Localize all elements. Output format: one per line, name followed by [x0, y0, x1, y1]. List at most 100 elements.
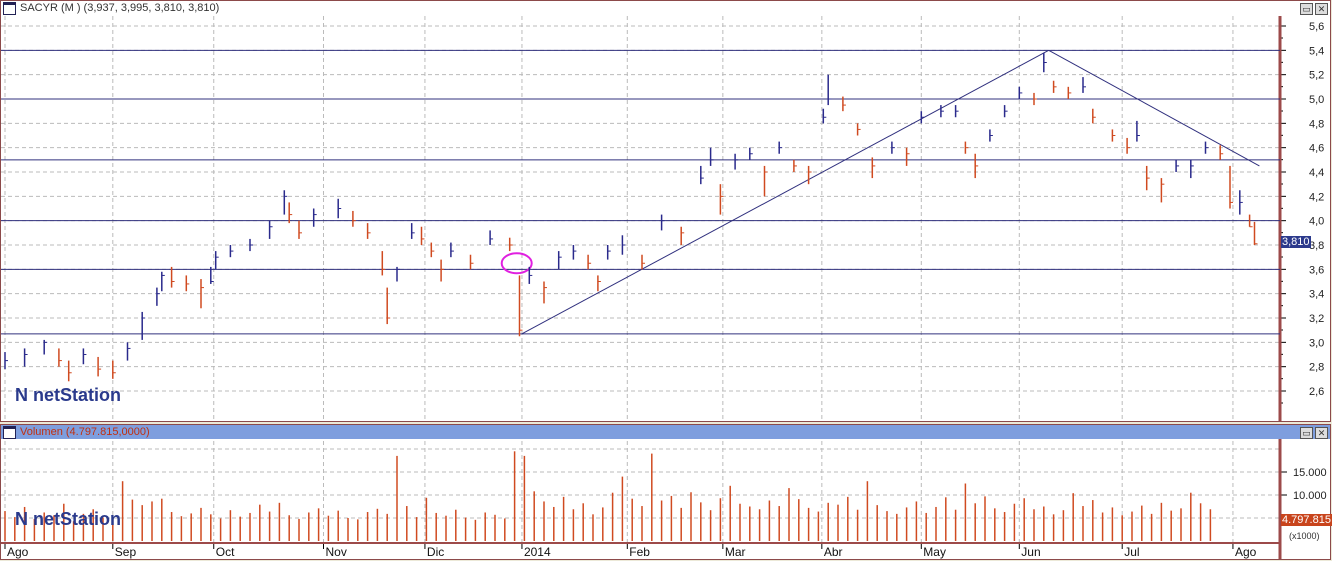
price-bar	[1067, 86, 1072, 100]
close-button[interactable]: ✕	[1315, 427, 1328, 439]
price-bar	[827, 74, 832, 106]
price-bar	[734, 153, 739, 170]
price-bar	[1219, 145, 1224, 160]
price-bar	[268, 220, 273, 239]
window-icon	[3, 2, 16, 15]
price-bar	[1239, 190, 1243, 215]
x-tick-label: 2014	[524, 545, 551, 559]
price-bar	[337, 198, 342, 219]
price-bar	[112, 360, 116, 379]
price-bar	[82, 348, 87, 365]
y-tick-label: 5,0	[1309, 94, 1324, 106]
x-tick-label: Oct	[216, 545, 235, 559]
price-bar	[1229, 165, 1233, 209]
x-tick-label: Ago	[1235, 545, 1257, 559]
price-bar	[430, 242, 435, 258]
price-bar	[680, 226, 685, 246]
price-bar	[381, 251, 386, 276]
price-bar	[126, 342, 131, 361]
price-bar	[778, 141, 783, 154]
price-bar	[842, 96, 846, 112]
price-bar	[1003, 105, 1008, 118]
price-bar	[508, 237, 513, 252]
price-bar	[621, 235, 626, 255]
price-bar	[249, 238, 253, 252]
y-tick-label: 2,8	[1309, 362, 1324, 374]
x-tick-label: Ago	[7, 545, 29, 559]
price-bar	[871, 157, 876, 179]
price-bar	[210, 266, 214, 284]
price-bar	[954, 105, 959, 118]
price-bar	[940, 105, 944, 118]
price-bar	[420, 226, 425, 246]
price-bar	[1190, 159, 1194, 179]
price-panel-header: SACYR (M ) (3,937, 3,995, 3,810, 3,810) …	[1, 1, 1330, 15]
price-bar	[23, 348, 28, 367]
price-bar	[288, 202, 293, 224]
price-bar	[298, 220, 302, 239]
price-bar	[67, 360, 72, 382]
y-tick-label: 10.000	[1293, 490, 1327, 502]
price-bar	[440, 259, 445, 282]
price-bar	[749, 147, 753, 160]
x-tick-label: May	[923, 545, 946, 559]
price-bar	[352, 210, 356, 227]
price-bar	[1052, 80, 1057, 93]
last-price-label: 3,810	[1281, 236, 1311, 248]
y-tick-label: 5,2	[1309, 70, 1324, 82]
price-bar	[597, 275, 601, 292]
price-bar	[4, 352, 8, 370]
price-bar	[1126, 137, 1131, 154]
price-bar	[1033, 92, 1037, 106]
price-bar	[989, 129, 993, 142]
price-bar	[700, 165, 704, 185]
highlight-ellipse	[500, 252, 533, 275]
price-bar	[43, 339, 48, 355]
trendline	[521, 49, 1049, 335]
y-tick-label: 3,4	[1309, 289, 1324, 301]
price-bar	[156, 287, 160, 306]
price-bar	[410, 223, 415, 239]
price-bar	[606, 245, 611, 260]
x-tick-label: Dic	[427, 545, 444, 559]
price-bar	[822, 108, 827, 124]
price-bar	[170, 266, 175, 288]
price-bar	[920, 111, 925, 124]
volume-chart[interactable]: Ago Sep Oct Nov Dic 2014 Feb Mar Abr May Jun Jul Ago…	[1, 425, 1330, 559]
y-tick-label: 4,6	[1309, 143, 1324, 155]
price-bar	[214, 251, 219, 270]
x-tick-label: Jun	[1021, 545, 1040, 559]
price-bar	[1145, 165, 1150, 191]
price-bar	[229, 245, 234, 258]
price-bar	[572, 245, 577, 260]
price-bar	[1136, 120, 1140, 142]
price-panel: SACYR (M ) (3,937, 3,995, 3,810, 3,810) …	[0, 0, 1331, 422]
price-bar	[856, 123, 861, 136]
close-button[interactable]: ✕	[1315, 3, 1328, 15]
price-bar	[1248, 214, 1253, 228]
price-chart[interactable]: 2,6 2,8 3,0 3,2 3,4 3,6 3,8 4,0 4,2 4,4 4,6 4,8 5,0 5…	[1, 1, 1330, 421]
price-bar	[366, 223, 371, 239]
maximize-button[interactable]: ▭	[1300, 3, 1313, 15]
price-bar	[396, 266, 400, 282]
y-tick-label: 3,6	[1309, 264, 1324, 276]
netstation-logo: N netStation	[15, 509, 121, 529]
price-bar	[974, 153, 979, 179]
price-bar	[528, 266, 533, 284]
maximize-button[interactable]: ▭	[1300, 427, 1313, 439]
trendline	[1048, 49, 1260, 167]
price-bar	[719, 184, 724, 215]
price-bar	[312, 208, 317, 227]
price-bar	[891, 141, 895, 154]
price-bar	[660, 214, 665, 231]
window-icon	[3, 426, 16, 439]
price-bar	[283, 190, 288, 215]
price-bar	[1092, 108, 1096, 124]
x-tick-label: Mar	[725, 545, 746, 559]
price-bar	[97, 356, 102, 377]
price-panel-title: SACYR (M ) (3,937, 3,995, 3,810, 3,810)	[20, 2, 220, 14]
price-bar	[641, 254, 645, 270]
y-tick-label: 3,8	[1309, 240, 1324, 252]
price-bar	[450, 242, 454, 258]
price-bar	[557, 251, 562, 270]
